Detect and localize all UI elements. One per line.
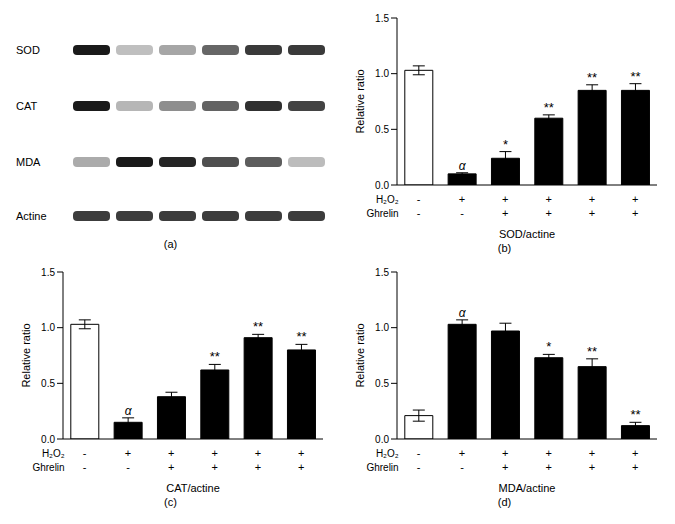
svg-text:CAT/actine: CAT/actine [166, 482, 220, 494]
svg-text:1.5: 1.5 [375, 13, 389, 24]
svg-text:SOD/actine: SOD/actine [499, 228, 555, 240]
svg-text:**: ** [587, 70, 597, 85]
svg-text:+: + [545, 207, 551, 219]
svg-text:1.5: 1.5 [375, 267, 389, 278]
html-text:(d): (d) [497, 496, 512, 508]
svg-text:+: + [502, 461, 508, 473]
svg-text:-: - [417, 193, 421, 205]
svg-text:+: + [589, 207, 595, 219]
svg-text:+: + [168, 461, 174, 473]
svg-text:+: + [545, 193, 551, 205]
svg-text:-: - [460, 461, 464, 473]
svg-text:0.5: 0.5 [375, 378, 389, 389]
svg-text:**: ** [253, 319, 263, 334]
svg-text:α: α [459, 306, 467, 320]
svg-text:+: + [589, 193, 595, 205]
svg-text:+: + [459, 447, 465, 459]
svg-text:Ghrelin: Ghrelin [32, 462, 64, 473]
svg-text:0.0: 0.0 [375, 180, 389, 191]
svg-text:+: + [502, 207, 508, 219]
svg-text:-: - [460, 207, 464, 219]
svg-text:+: + [632, 447, 638, 459]
svg-text:-: - [417, 207, 421, 219]
svg-text:+: + [545, 461, 551, 473]
svg-text:CAT: CAT [16, 100, 37, 112]
svg-text:**: ** [587, 344, 597, 359]
svg-text:Ghrelin: Ghrelin [366, 208, 398, 219]
svg-text:H₂O₂: H₂O₂ [376, 448, 399, 459]
svg-text:1.0: 1.0 [375, 322, 389, 333]
svg-text:+: + [545, 447, 551, 459]
svg-text:-: - [83, 447, 87, 459]
svg-text:+: + [459, 193, 465, 205]
svg-text:+: + [298, 461, 304, 473]
svg-text:-: - [126, 461, 130, 473]
svg-text:MDA/actine: MDA/actine [499, 482, 556, 494]
html-text:(b): (b) [497, 242, 512, 254]
svg-text:+: + [589, 447, 595, 459]
svg-text:+: + [211, 461, 217, 473]
svg-text:+: + [589, 461, 595, 473]
svg-text:0.5: 0.5 [375, 124, 389, 135]
svg-text:α: α [459, 159, 467, 173]
svg-text:+: + [502, 193, 508, 205]
svg-text:0.0: 0.0 [375, 434, 389, 445]
svg-text:H₂O₂: H₂O₂ [376, 194, 399, 205]
svg-text:1.5: 1.5 [41, 267, 55, 278]
svg-text:**: ** [210, 349, 220, 364]
svg-text:**: ** [296, 329, 306, 344]
svg-text:MDA: MDA [16, 156, 41, 168]
svg-text:Relative ratio: Relative ratio [354, 69, 366, 133]
svg-text:Actine: Actine [16, 210, 47, 222]
svg-text:+: + [168, 447, 174, 459]
svg-text:-: - [417, 461, 421, 473]
svg-text:-: - [83, 461, 87, 473]
svg-text:0.0: 0.0 [41, 434, 55, 445]
html-text:(c): (c) [164, 496, 177, 508]
svg-text:+: + [632, 207, 638, 219]
svg-text:*: * [503, 137, 508, 152]
svg-text:+: + [211, 447, 217, 459]
svg-text:1.0: 1.0 [375, 68, 389, 79]
svg-text:H₂O₂: H₂O₂ [42, 448, 65, 459]
svg-text:+: + [502, 447, 508, 459]
svg-text:α: α [125, 404, 133, 418]
svg-text:Relative ratio: Relative ratio [354, 323, 366, 387]
svg-text:**: ** [544, 100, 554, 115]
svg-text:+: + [632, 461, 638, 473]
svg-text:**: ** [630, 407, 640, 422]
svg-text:*: * [546, 339, 551, 354]
svg-text:1.0: 1.0 [41, 322, 55, 333]
svg-text:Ghrelin: Ghrelin [366, 462, 398, 473]
svg-text:0.5: 0.5 [41, 378, 55, 389]
svg-text:Relative ratio: Relative ratio [20, 323, 32, 387]
svg-text:+: + [298, 447, 304, 459]
svg-text:+: + [632, 193, 638, 205]
svg-text:-: - [417, 447, 421, 459]
svg-text:+: + [255, 447, 261, 459]
html-text:(a): (a) [163, 238, 178, 250]
svg-text:+: + [125, 447, 131, 459]
svg-text:SOD: SOD [16, 44, 40, 56]
svg-text:+: + [255, 461, 261, 473]
svg-text:**: ** [630, 69, 640, 84]
